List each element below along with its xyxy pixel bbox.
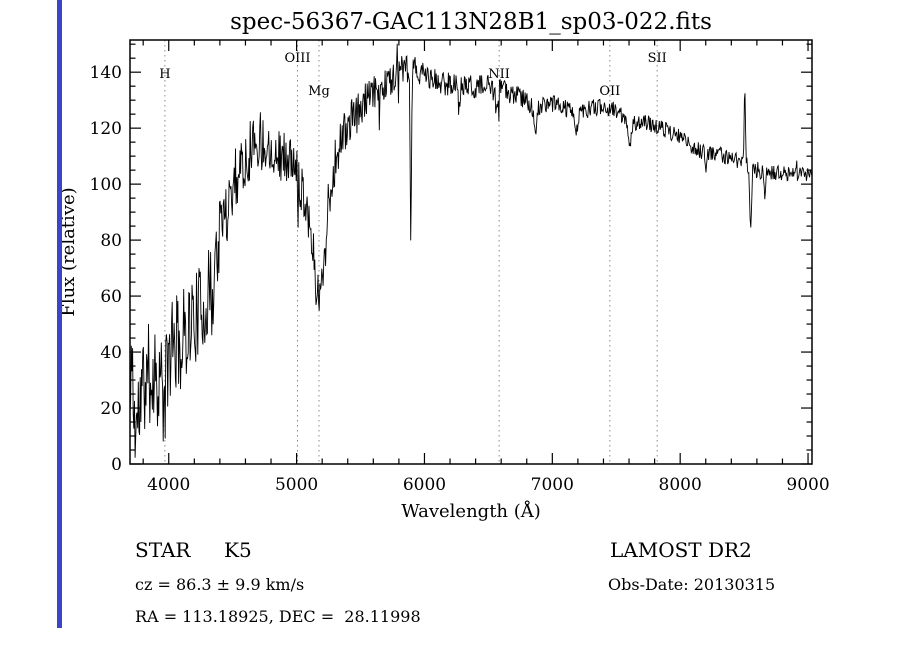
x-axis-label: Wavelength (Å) xyxy=(401,500,541,522)
x-tick-label: 7000 xyxy=(531,475,574,495)
x-tick-label: 6000 xyxy=(403,475,446,495)
y-tick-label: 60 xyxy=(100,287,122,307)
y-tick-label: 20 xyxy=(100,399,122,419)
axis-ticks xyxy=(130,40,812,465)
plot-frame xyxy=(129,39,813,465)
spectral-line-label: H xyxy=(159,67,170,82)
spectral-line-markers xyxy=(164,40,658,464)
x-tick-label: 8000 xyxy=(659,475,702,495)
spectral-line-labels: H OIII Mg NII OII SII xyxy=(159,51,667,99)
x-tick-label: 5000 xyxy=(275,475,318,495)
y-tick-label: 100 xyxy=(90,175,122,195)
spectrum-trace xyxy=(129,43,812,458)
obs-date: Obs-Date: 20130315 xyxy=(608,575,775,594)
x-tick-label: 9000 xyxy=(786,475,829,495)
y-tick-label: 120 xyxy=(90,119,122,139)
object-subclass-label: K5 xyxy=(224,538,252,562)
y-tick-label: 80 xyxy=(100,231,122,251)
y-tick-label: 40 xyxy=(100,343,122,363)
survey-label: LAMOST DR2 xyxy=(610,538,752,562)
plot-title: spec-56367-GAC113N28B1_sp03-022.fits xyxy=(230,9,712,35)
y-tick-label: 0 xyxy=(111,455,122,475)
y-axis-label: Flux (relative) xyxy=(58,187,79,316)
left-edge-highlight-bar xyxy=(57,0,62,628)
y-tick-label: 140 xyxy=(90,63,122,83)
spectral-line-label: OIII xyxy=(284,51,310,66)
x-tick-label: 4000 xyxy=(147,475,190,495)
spectral-line-label: OII xyxy=(599,84,620,99)
coordinates: RA = 113.18925, DEC = 28.11998 xyxy=(135,607,421,626)
cz-value: cz = 86.3 ± 9.9 km/s xyxy=(135,575,304,594)
spectral-line-label: SII xyxy=(648,51,667,66)
object-class-label: STAR xyxy=(135,538,191,562)
spectral-line-label: Mg xyxy=(308,84,330,99)
axis-tick-labels: 4000 5000 6000 7000 8000 9000 0 20 40 60 80 100 120 1… xyxy=(90,63,830,495)
spectral-line-label: NII xyxy=(488,67,510,82)
